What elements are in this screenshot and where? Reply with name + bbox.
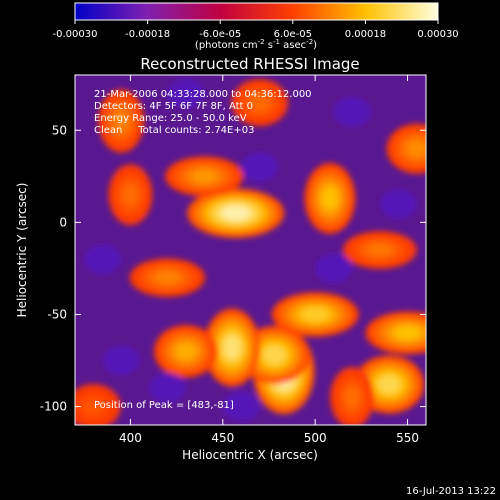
colorbar-tick-label: -0.00030 [53, 29, 98, 40]
emission-blob [377, 375, 401, 394]
image-area [75, 75, 426, 425]
x-tick-label: 500 [304, 431, 327, 445]
negative-region [315, 253, 353, 284]
emission-blob [84, 399, 103, 414]
emission-blob [345, 387, 360, 407]
emission-blob [192, 170, 217, 183]
colorbar-tick-label: -6.0e-05 [199, 29, 241, 40]
colorbar-tick-label: 0.00030 [417, 29, 458, 40]
negative-region [102, 345, 140, 376]
plot-frame [74, 74, 427, 426]
emission-blob [113, 111, 129, 131]
emission-blob [301, 307, 329, 322]
x-tick-label: 400 [119, 431, 142, 445]
footer-timestamp: 16-Jul-2013 13:22 [406, 486, 496, 497]
annotation-detectors: Detectors: 4F 5F 6F 7F 8F, Att 0 [94, 101, 253, 112]
emission-blob [223, 335, 241, 360]
emission-blob [175, 343, 196, 360]
emission-blob [123, 185, 138, 205]
annotation-clean-counts: Clean Total counts: 2.74E+03 [94, 125, 254, 136]
negative-region [333, 97, 371, 127]
peak-position-label: Position of Peak = [483,-81] [94, 400, 234, 411]
colorbar-tick-label: -0.00018 [125, 29, 170, 40]
negative-region [84, 244, 122, 274]
colorbar-units-label: (photons cm-2 s-1 asec-2) [195, 38, 317, 51]
negative-region [222, 391, 260, 422]
emission-blob [250, 95, 269, 111]
colorbar-tick-label: 0.00018 [345, 29, 386, 40]
annotation-block: 21-Mar-2006 04:33:28.000 to 04:36:12.000… [94, 89, 312, 136]
emission-blobs [75, 78, 426, 425]
y-axis-label: Heliocentric Y (arcsec) [15, 183, 29, 318]
negative-region [167, 78, 205, 109]
emission-blob [155, 271, 180, 284]
colorbar-gradient [74, 2, 439, 21]
colorbar-ticks: -0.00030 -0.00018 -6.0e-05 6.0e-05 0.00018 0.… [53, 20, 459, 40]
y-tick-label: 0 [59, 215, 67, 229]
colorbar: -0.00030 -0.00018 -6.0e-05 6.0e-05 0.00018 0.… [53, 2, 459, 51]
x-tick-label: 550 [396, 431, 419, 445]
negative-region [379, 189, 417, 219]
emission-blob [407, 140, 426, 157]
x-tick-label: 450 [211, 431, 234, 445]
emission-blob [220, 205, 251, 221]
negative-region [241, 152, 279, 182]
x-axis-label: Heliocentric X (arcsec) [182, 448, 318, 462]
emission-blob [321, 187, 338, 210]
y-tick-label: -100 [40, 400, 67, 414]
chart-title: Reconstructed RHESSI Image [140, 55, 359, 73]
y-tick-label: 50 [52, 123, 67, 137]
x-axis: 400 450 500 550 [119, 75, 419, 445]
y-axis: -100 -50 0 50 [40, 123, 426, 414]
emission-blob [394, 326, 421, 340]
annotation-time-range: 21-Mar-2006 04:33:28.000 to 04:36:12.000 [94, 89, 312, 100]
colorbar-tick-label: 6.0e-05 [274, 29, 312, 40]
y-tick-label: -50 [47, 307, 67, 321]
emission-blob [368, 244, 392, 256]
annotation-energy-range: Energy Range: 25.0 - 50.0 keV [94, 113, 247, 124]
negative-region [148, 373, 186, 403]
emission-blob [263, 345, 286, 365]
